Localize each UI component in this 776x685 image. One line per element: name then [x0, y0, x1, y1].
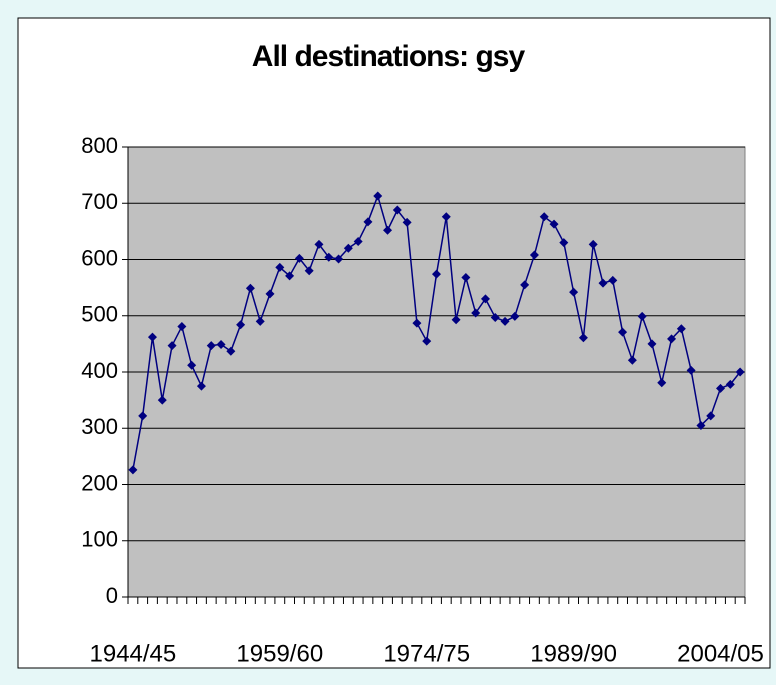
marker — [285, 271, 295, 281]
x-tick-label: 1944/45 — [90, 640, 177, 667]
marker — [226, 346, 236, 356]
marker — [627, 355, 637, 365]
marker — [608, 275, 618, 285]
marker — [657, 378, 667, 388]
x-tick-label: 2004/05 — [677, 640, 764, 667]
marker — [147, 332, 157, 342]
marker — [412, 318, 422, 328]
chart-title: All destinations: gsy — [252, 40, 526, 73]
marker — [236, 320, 246, 330]
marker — [569, 287, 579, 297]
marker — [187, 360, 197, 370]
marker — [314, 239, 324, 249]
marker — [510, 311, 520, 321]
y-tick-label: 800 — [81, 133, 118, 158]
marker — [529, 250, 539, 260]
marker — [128, 465, 138, 475]
marker — [500, 316, 510, 326]
marker — [402, 217, 412, 227]
marker — [334, 254, 344, 264]
y-tick-label: 700 — [81, 189, 118, 214]
marker — [647, 339, 657, 349]
y-tick-label: 300 — [81, 414, 118, 439]
plot-group: All destinations: gsy 0 100 200 300 400 500 60… — [81, 40, 764, 667]
marker — [667, 334, 677, 344]
marker — [716, 383, 726, 393]
marker — [255, 316, 265, 326]
marker — [324, 252, 334, 262]
marker — [422, 336, 432, 346]
marker — [549, 219, 559, 229]
marker — [618, 327, 628, 337]
marker — [686, 365, 696, 375]
marker — [353, 237, 363, 246]
marker — [275, 262, 285, 272]
marker — [265, 289, 275, 299]
y-tick-label: 400 — [81, 358, 118, 383]
marker — [559, 238, 569, 248]
marker — [206, 341, 216, 351]
marker — [432, 269, 441, 279]
marker — [598, 278, 608, 288]
marker — [177, 321, 187, 331]
marker — [696, 420, 706, 430]
marker — [304, 266, 314, 276]
x-tick-label: 1989/90 — [530, 640, 617, 667]
marker — [343, 243, 353, 253]
marker — [216, 339, 226, 349]
y-tick-label: 200 — [81, 470, 118, 495]
marker — [480, 294, 490, 304]
marker — [520, 280, 530, 290]
marker — [725, 379, 735, 389]
marker — [676, 324, 686, 334]
marker — [157, 395, 167, 405]
y-tick-label: 100 — [81, 527, 118, 552]
marker — [490, 312, 500, 322]
y-tick-label: 0 — [106, 583, 118, 608]
marker — [539, 212, 549, 222]
marker — [637, 311, 647, 321]
x-tick-label: 1974/75 — [383, 640, 470, 667]
marker — [245, 283, 255, 293]
marker — [383, 225, 393, 235]
marker — [588, 239, 598, 249]
marker — [471, 308, 481, 318]
marker — [138, 411, 148, 421]
marker — [363, 217, 373, 227]
marker — [167, 341, 177, 351]
y-tick-label: 600 — [81, 245, 118, 270]
marker — [373, 191, 383, 201]
y-tick-label: 500 — [81, 302, 118, 327]
marker — [735, 367, 745, 377]
marker — [706, 411, 716, 421]
marker — [196, 381, 206, 391]
marker — [392, 205, 402, 215]
marker — [451, 315, 461, 325]
x-tick-label: 1959/60 — [236, 640, 323, 667]
marker — [294, 253, 304, 263]
marker — [441, 212, 451, 222]
marker — [578, 333, 588, 343]
marker — [461, 273, 471, 282]
